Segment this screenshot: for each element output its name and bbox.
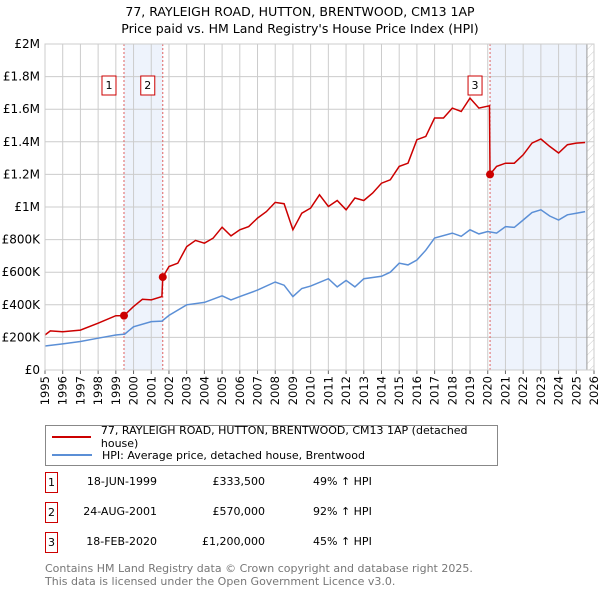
x-tick-label: 2005 bbox=[215, 376, 229, 405]
x-tick-label: 1998 bbox=[91, 376, 105, 405]
legend-swatch-blue bbox=[52, 454, 92, 456]
transaction-date: 18-JUN-1999 bbox=[86, 475, 157, 488]
transaction-price: £570,000 bbox=[212, 505, 266, 518]
marker-badge: 1 bbox=[45, 472, 58, 493]
sale-point bbox=[119, 311, 128, 320]
y-tick-label: £800K bbox=[2, 233, 42, 247]
x-tick-label: 2008 bbox=[268, 376, 282, 405]
x-tick-label: 2011 bbox=[321, 376, 335, 405]
x-tick-label: 2018 bbox=[445, 376, 459, 405]
footer: Contains HM Land Registry data © Crown c… bbox=[45, 562, 473, 588]
x-tick-label: 2013 bbox=[357, 376, 371, 405]
x-tick-label: 2026 bbox=[587, 376, 600, 405]
y-tick-label: £1.8M bbox=[3, 70, 40, 84]
transaction-price: £1,200,000 bbox=[202, 535, 265, 548]
chart-title: 77, RAYLEIGH ROAD, HUTTON, BRENTWOOD, CM… bbox=[125, 4, 475, 19]
transaction-hpi: 92% ↑ HPI bbox=[313, 505, 372, 518]
x-tick-label: 2023 bbox=[534, 376, 548, 405]
transaction-hpi: 49% ↑ HPI bbox=[313, 475, 372, 488]
x-tick-label: 2020 bbox=[481, 376, 495, 405]
footer-line-1: Contains HM Land Registry data © Crown c… bbox=[45, 562, 473, 575]
sale-marker-label: 2 bbox=[144, 79, 151, 92]
x-tick-label: 2017 bbox=[428, 376, 442, 405]
hpi-line bbox=[44, 208, 586, 347]
sale-marker-box bbox=[101, 75, 117, 96]
legend-item-property: 77, RAYLEIGH ROAD, HUTTON, BRENTWOOD, CM… bbox=[52, 424, 497, 450]
y-tick-label: £1.6M bbox=[3, 102, 40, 116]
legend-label: 77, RAYLEIGH ROAD, HUTTON, BRENTWOOD, CM… bbox=[100, 424, 468, 450]
sale-marker-box bbox=[467, 75, 483, 96]
x-tick-label: 2006 bbox=[233, 376, 247, 405]
sale-point bbox=[486, 170, 495, 179]
x-tick-label: 2014 bbox=[374, 376, 388, 405]
marker-badge: 2 bbox=[45, 502, 58, 523]
y-tick-label: £0 bbox=[25, 363, 40, 377]
y-tick-label: £400K bbox=[2, 298, 42, 312]
price-chart: 1995 1996 1997 1998 1999 2000 2001 2002 2003 2004… bbox=[2, 37, 600, 405]
transaction-hpi: 45% ↑ HPI bbox=[313, 535, 372, 548]
x-tick-label: 2007 bbox=[251, 376, 265, 405]
x-tick-label: 2019 bbox=[463, 376, 477, 405]
x-tick-label: 2004 bbox=[197, 376, 211, 405]
x-tick-label: 2000 bbox=[127, 376, 141, 405]
x-tick-label: 2021 bbox=[498, 376, 512, 405]
x-tick-label: 2001 bbox=[144, 376, 158, 405]
x-tick-label: 2016 bbox=[410, 376, 424, 405]
y-tick-label: £1.4M bbox=[3, 135, 40, 149]
x-tick-label: 1996 bbox=[56, 376, 70, 405]
sale-marker-box bbox=[140, 75, 156, 96]
y-tick-label: £200K bbox=[2, 330, 42, 344]
y-tick-label: £1.2M bbox=[3, 167, 40, 181]
x-tick-label: 2012 bbox=[339, 376, 353, 405]
sale-point bbox=[158, 273, 167, 282]
sale-marker-label: 3 bbox=[472, 79, 479, 92]
legend-swatch-red bbox=[52, 436, 91, 438]
x-tick-label: 1997 bbox=[73, 376, 87, 405]
x-tick-label: 1999 bbox=[109, 376, 123, 405]
x-tick-label: 2002 bbox=[162, 376, 176, 405]
chart-subtitle: Price paid vs. HM Land Registry's House … bbox=[121, 21, 479, 36]
legend-item-hpi: HPI: Average price, detached house, Bren… bbox=[52, 447, 365, 463]
transaction-price: £333,500 bbox=[212, 475, 266, 488]
x-tick-label: 2024 bbox=[552, 376, 566, 405]
y-tick-label: £600K bbox=[2, 265, 42, 279]
x-tick-label: 2025 bbox=[569, 376, 583, 405]
footer-line-2: This data is licensed under the Open Gov… bbox=[45, 575, 396, 588]
x-tick-label: 2009 bbox=[286, 376, 300, 405]
x-tick-label: 1995 bbox=[38, 376, 52, 405]
x-tick-label: 2003 bbox=[180, 376, 194, 405]
property-price-line bbox=[44, 96, 586, 336]
legend-label: HPI: Average price, detached house, Bren… bbox=[102, 448, 365, 462]
x-tick-label: 2015 bbox=[392, 376, 406, 405]
sale-marker-label: 1 bbox=[105, 79, 112, 92]
transaction-date: 24-AUG-2001 bbox=[83, 505, 157, 518]
y-tick-label: £2M bbox=[14, 37, 40, 51]
transaction-date: 18-FEB-2020 bbox=[86, 535, 157, 548]
legend: 77, RAYLEIGH ROAD, HUTTON, BRENTWOOD, CM… bbox=[45, 424, 498, 466]
plot-border bbox=[44, 43, 595, 371]
x-tick-label: 2010 bbox=[304, 376, 318, 405]
marker-badge: 3 bbox=[45, 532, 58, 553]
y-tick-label: £1M bbox=[14, 200, 40, 214]
x-tick-label: 2022 bbox=[516, 376, 530, 405]
